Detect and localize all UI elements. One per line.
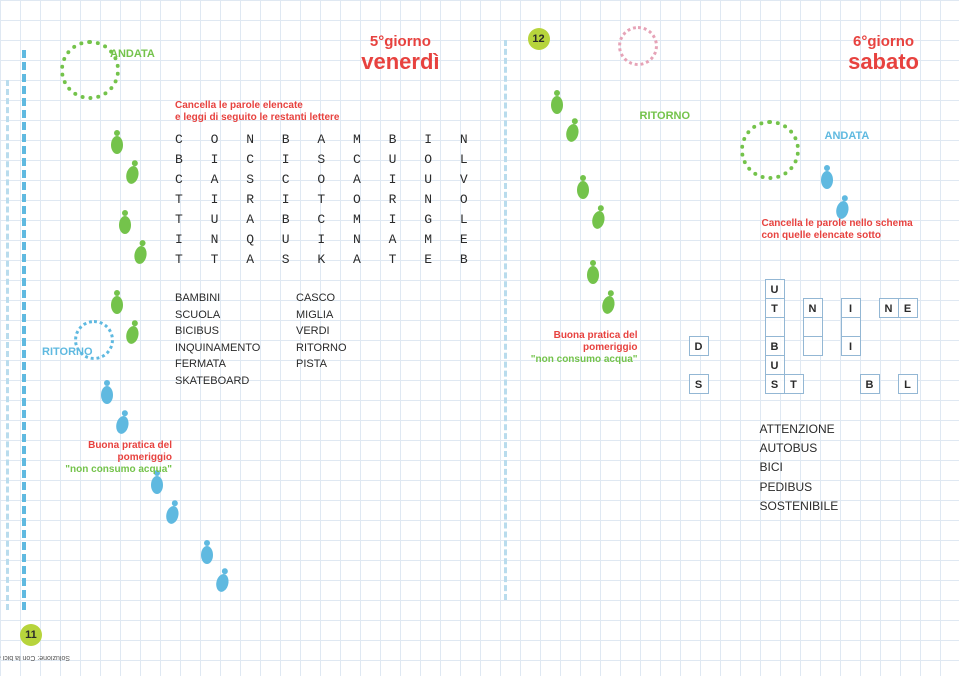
footprint-icon [599,289,618,315]
crossword-cell: N [879,298,899,318]
crossword-cell: T [765,298,785,318]
footprint-icon [110,130,124,154]
solution-text: Soluzione: Con la bici aiuti la tua citt… [0,654,70,661]
crossword-cell: S [765,374,785,394]
crossword-cell: L [898,374,918,394]
day-name: sabato [848,50,919,73]
footprint-icon [110,290,124,314]
crossword-cell [765,317,785,337]
word-item: INQUINAMENTO [175,340,260,357]
footprint-icon [550,90,564,114]
footprint-icon [563,117,582,143]
wordbank-item: SOSTENIBILE [760,497,839,516]
crossword-cell: T [784,374,804,394]
ring-node [618,26,658,66]
page-number-badge: 11 [20,624,42,646]
crossword-cell: D [689,336,709,356]
crossword-cell: U [765,355,785,375]
word-item: BAMBINI [175,290,260,307]
crossword-cell [841,317,861,337]
word-bank: ATTENZIONEAUTOBUSBICIPEDIBUSSOSTENIBILE [760,420,839,516]
footprint-icon [820,165,834,189]
crossword-cell: E [898,298,918,318]
word-list-col2: CASCOMIGLIAVERDIRITORNOPISTA [296,290,347,373]
crossword-cell [803,336,823,356]
crossword-grid: UTNINE DB IUSSTBL [690,280,918,394]
buona-pratica-box: Buona pratica del pomeriggio "non consum… [526,330,638,366]
ring-node [740,120,800,180]
footprint-icon [214,567,233,593]
buona-line: "non consumo acqua" [526,354,638,366]
crossword-cell: S [689,374,709,394]
word-item: SKATEBOARD [175,373,260,390]
path-decor [6,80,16,610]
day-name: venerdì [361,50,439,73]
footprint-icon [833,194,852,220]
day-title-friday: 5°giorno venerdì [361,34,439,73]
path-decor [504,40,512,600]
crossword-cell [803,317,823,337]
andata-label: ANDATA [825,130,870,142]
crossword-cell: B [860,374,880,394]
wordbank-item: AUTOBUS [760,439,839,458]
day-title-saturday: 6°giorno sabato [848,34,919,73]
wordbank-item: PEDIBUS [760,478,839,497]
footprint-icon [114,409,133,435]
footprint-icon [118,210,132,234]
word-item: FERMATA [175,356,260,373]
crossword-cell: I [841,298,861,318]
crossword-cell: B [765,336,785,356]
ring-node [74,320,114,360]
word-item: MIGLIA [296,307,347,324]
footprint-icon [200,540,214,564]
buona-line: pomeriggio [526,342,638,354]
instruction-text: Cancella le parole nello schema con quel… [762,218,913,242]
footprint-icon [589,204,608,230]
ritorno-label: RITORNO [640,110,691,122]
buona-line: Buona pratica del [526,330,638,342]
wordbank-item: ATTENZIONE [760,420,839,439]
crossword-cell: N [803,298,823,318]
footprint-icon [124,159,143,185]
wordbank-item: BICI [760,458,839,477]
buona-line: "non consumo acqua" [60,464,172,476]
footprint-icon [132,239,150,265]
instruction-text: Cancella le parole elencate e leggi di s… [175,100,340,124]
crossword-cell: U [765,279,785,299]
page-left: 5°giorno venerdì 11 ANDATA RITORNO Cance… [0,0,480,676]
ring-node [60,40,120,100]
footprint-icon [586,260,600,284]
page-number-badge: 12 [528,28,550,50]
page-right: 6°giorno sabato 12 ANDATA RITORNO Cancel… [480,0,959,676]
wordsearch-grid: C O N B A M B I N I F L A B I C I S C U … [175,130,480,270]
buona-line: Buona pratica del [60,440,172,452]
word-item: RITORNO [296,340,347,357]
crossword-cell: I [841,336,861,356]
buona-pratica-box: Buona pratica del pomeriggio "non consum… [60,440,172,476]
word-item: CASCO [296,290,347,307]
word-list-col1: BAMBINISCUOLABICIBUSINQUINAMENTOFERMATAS… [175,290,260,389]
footprint-icon [100,380,114,404]
day-number: 5°giorno [361,34,439,50]
footprint-icon [576,175,590,199]
path-decor [22,50,32,610]
buona-line: pomeriggio [60,452,172,464]
word-item: SCUOLA [175,307,260,324]
footprint-icon [124,319,143,345]
word-item: VERDI [296,323,347,340]
footprint-icon [164,499,183,525]
word-item: BICIBUS [175,323,260,340]
day-number: 6°giorno [848,34,919,50]
word-item: PISTA [296,356,347,373]
